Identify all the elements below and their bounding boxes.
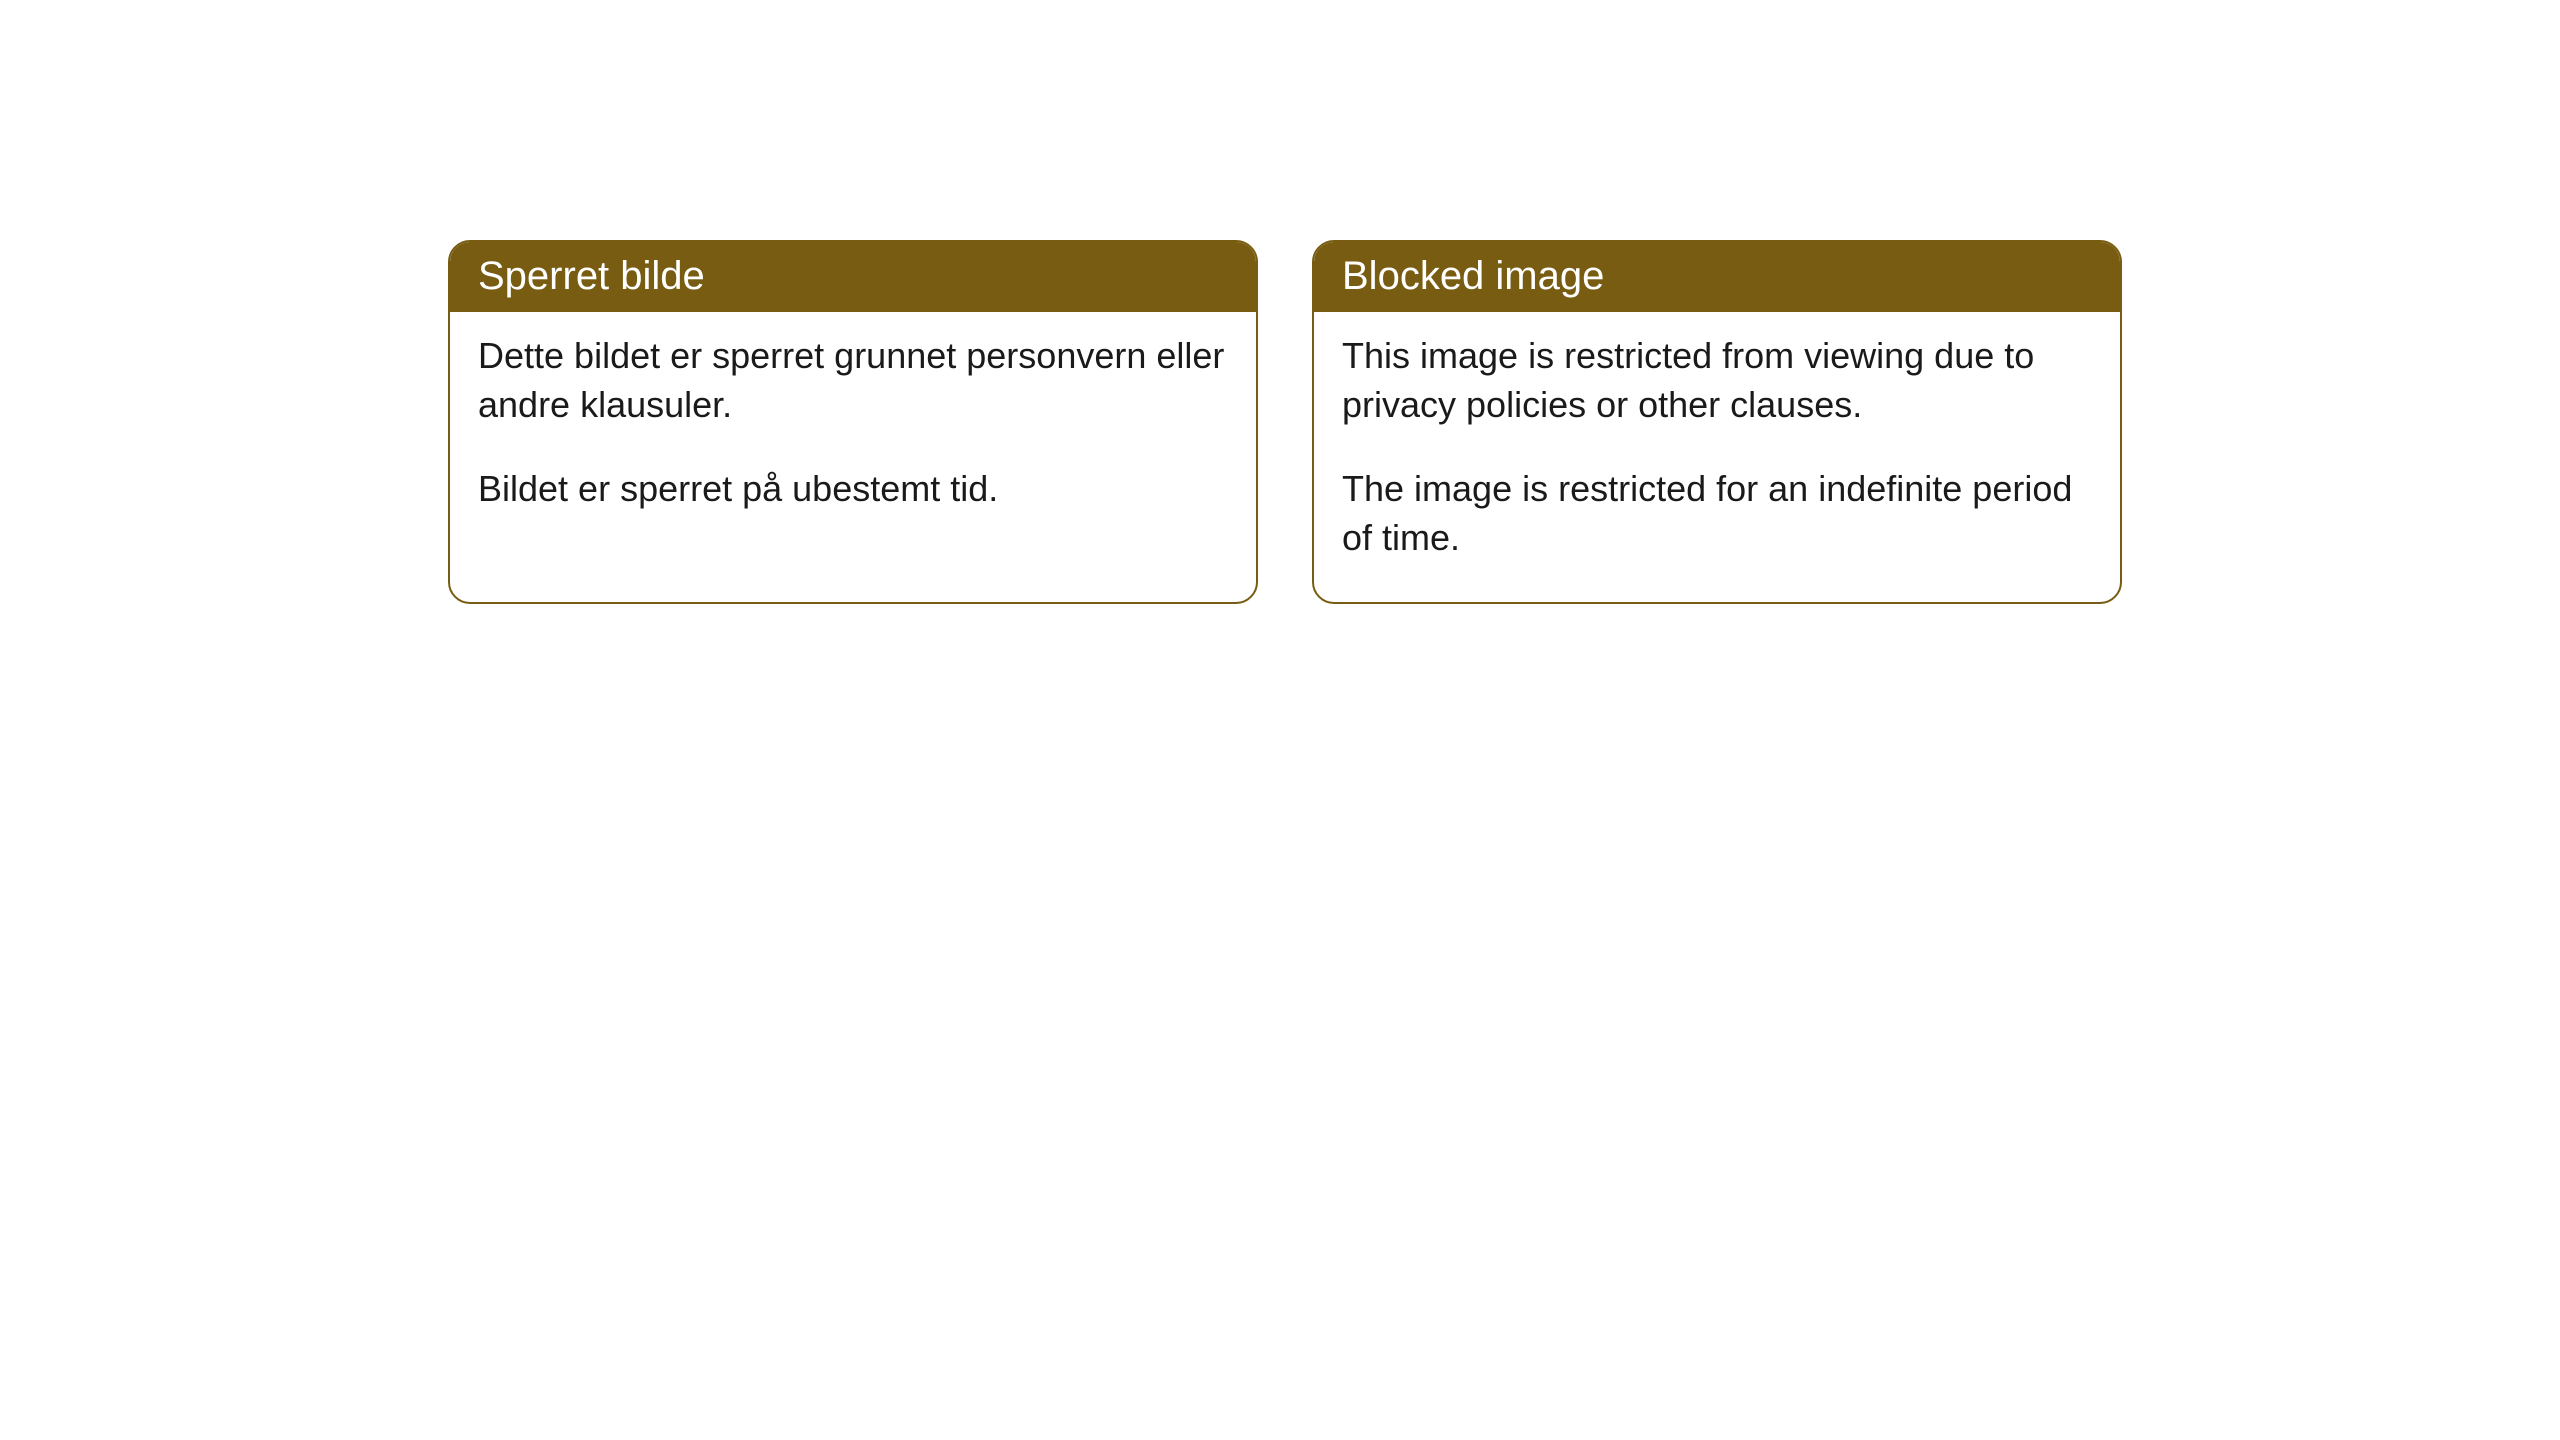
card-body: Dette bildet er sperret grunnet personve… bbox=[450, 312, 1256, 554]
card-paragraph: Bildet er sperret på ubestemt tid. bbox=[478, 465, 1228, 514]
blocked-image-card-en: Blocked image This image is restricted f… bbox=[1312, 240, 2122, 604]
cards-container: Sperret bilde Dette bildet er sperret gr… bbox=[0, 0, 2560, 604]
card-paragraph: The image is restricted for an indefinit… bbox=[1342, 465, 2092, 562]
blocked-image-card-no: Sperret bilde Dette bildet er sperret gr… bbox=[448, 240, 1258, 604]
card-body: This image is restricted from viewing du… bbox=[1314, 312, 2120, 602]
card-paragraph: This image is restricted from viewing du… bbox=[1342, 332, 2092, 429]
card-header: Blocked image bbox=[1314, 242, 2120, 312]
card-paragraph: Dette bildet er sperret grunnet personve… bbox=[478, 332, 1228, 429]
card-header: Sperret bilde bbox=[450, 242, 1256, 312]
